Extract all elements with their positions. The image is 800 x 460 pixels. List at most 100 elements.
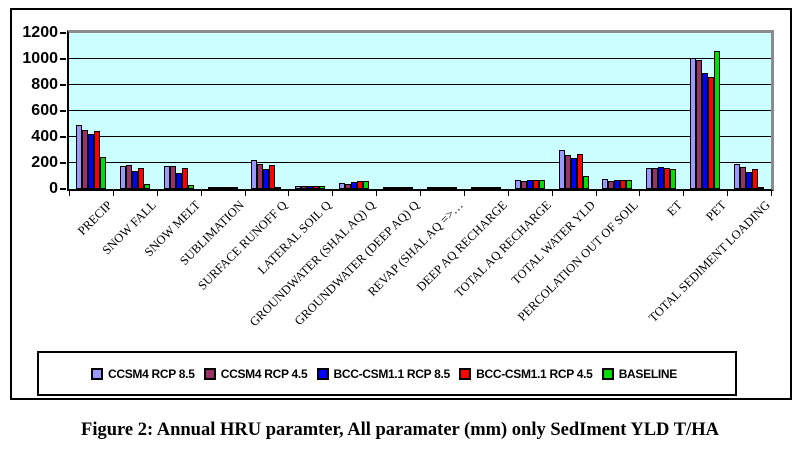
bar-group-11: [552, 33, 596, 189]
bar: [169, 166, 176, 189]
bar: [746, 172, 753, 189]
bar: [81, 130, 88, 189]
bar: [602, 179, 609, 189]
bar: [614, 180, 621, 189]
bar: [564, 155, 571, 189]
bar: [702, 73, 709, 189]
figure-caption: Figure 2: Annual HRU paramter, All param…: [81, 420, 719, 440]
bar: [426, 187, 433, 189]
bar: [213, 187, 220, 189]
bar: [87, 134, 94, 189]
x-tick-mark: [683, 191, 685, 196]
y-tick-mark: [60, 84, 66, 86]
bar: [476, 187, 483, 189]
legend-label: CCSM4 RCP 4.5: [220, 366, 308, 381]
x-tick-mark: [595, 191, 597, 196]
bar: [395, 187, 402, 189]
bar: [207, 187, 214, 189]
bar-group-13: [639, 33, 683, 189]
bar-group-3: [201, 33, 245, 189]
bar: [93, 131, 100, 189]
bar: [620, 180, 627, 189]
x-tick-mark: [376, 191, 378, 196]
legend-item: BCC-CSM1.1 RCP 4.5: [459, 367, 593, 381]
y-tick-label: 400: [31, 128, 58, 145]
bar: [582, 176, 589, 189]
bar-group-15: [727, 33, 771, 189]
bar: [383, 187, 390, 189]
bar: [175, 173, 182, 189]
y-tick-mark: [60, 188, 66, 190]
legend-label: BCC-CSM1.1 RCP 8.5: [333, 366, 451, 381]
x-tick-mark: [112, 191, 114, 196]
bar: [470, 187, 477, 189]
bar: [664, 168, 671, 189]
bar: [339, 183, 346, 189]
bar-group-1: [113, 33, 157, 189]
x-tick-mark: [727, 191, 729, 196]
bar: [608, 181, 615, 189]
bar: [187, 185, 194, 189]
bar: [307, 186, 314, 189]
bar-group-9: [464, 33, 508, 189]
bar: [734, 164, 741, 189]
bar: [538, 180, 545, 189]
x-tick-mark: [639, 191, 641, 196]
bar: [363, 181, 370, 189]
x-tick-mark: [200, 191, 202, 196]
bar-group-6: [332, 33, 376, 189]
bar: [301, 186, 308, 189]
bar: [143, 184, 150, 189]
bar: [351, 182, 358, 189]
bar: [295, 186, 302, 189]
bar-group-0: [69, 33, 113, 189]
legend-swatch-icon: [91, 367, 103, 380]
bar-group-7: [376, 33, 420, 189]
bar: [576, 154, 583, 189]
bar-group-4: [245, 33, 289, 189]
bar: [99, 157, 106, 189]
y-tick-mark: [60, 162, 66, 164]
bar-group-8: [420, 33, 464, 189]
bar: [181, 168, 188, 189]
x-tick-mark: [551, 191, 553, 196]
bar: [389, 187, 396, 189]
bar-group-5: [288, 33, 332, 189]
bar: [494, 187, 501, 189]
bar: [119, 166, 126, 189]
bar: [225, 187, 232, 189]
bar: [690, 58, 697, 189]
x-tick-mark: [332, 191, 334, 196]
x-tick-mark: [420, 191, 421, 196]
legend-item: CCSM4 RCP 4.5: [203, 366, 308, 381]
bar: [269, 165, 276, 189]
x-tick-mark: [771, 191, 772, 196]
legend-label: BASELINE: [618, 366, 678, 381]
y-tick-label: 1200: [22, 24, 58, 41]
bar: [450, 187, 457, 189]
bar: [740, 167, 747, 189]
bar: [345, 184, 352, 189]
bar: [714, 51, 721, 189]
bar: [482, 187, 489, 189]
bar: [670, 169, 677, 189]
bar: [357, 181, 364, 189]
bar: [319, 186, 326, 189]
bar: [658, 167, 665, 189]
x-tick-mark: [288, 191, 290, 196]
legend-item: CCSM4 RCP 8.5: [91, 367, 195, 381]
legend-swatch-icon: [203, 367, 216, 380]
bar: [231, 187, 238, 189]
y-tick-mark: [60, 58, 66, 60]
y-tick-label: 800: [31, 76, 58, 93]
legend-item: BASELINE: [601, 366, 678, 381]
plot-area: [67, 30, 774, 191]
x-tick-mark: [69, 191, 70, 196]
bar: [275, 187, 282, 189]
bar: [432, 187, 439, 189]
bar: [125, 165, 132, 189]
bar: [219, 187, 226, 189]
bar: [263, 169, 270, 189]
legend-swatch-icon: [316, 367, 329, 380]
bar-group-2: [157, 33, 201, 189]
